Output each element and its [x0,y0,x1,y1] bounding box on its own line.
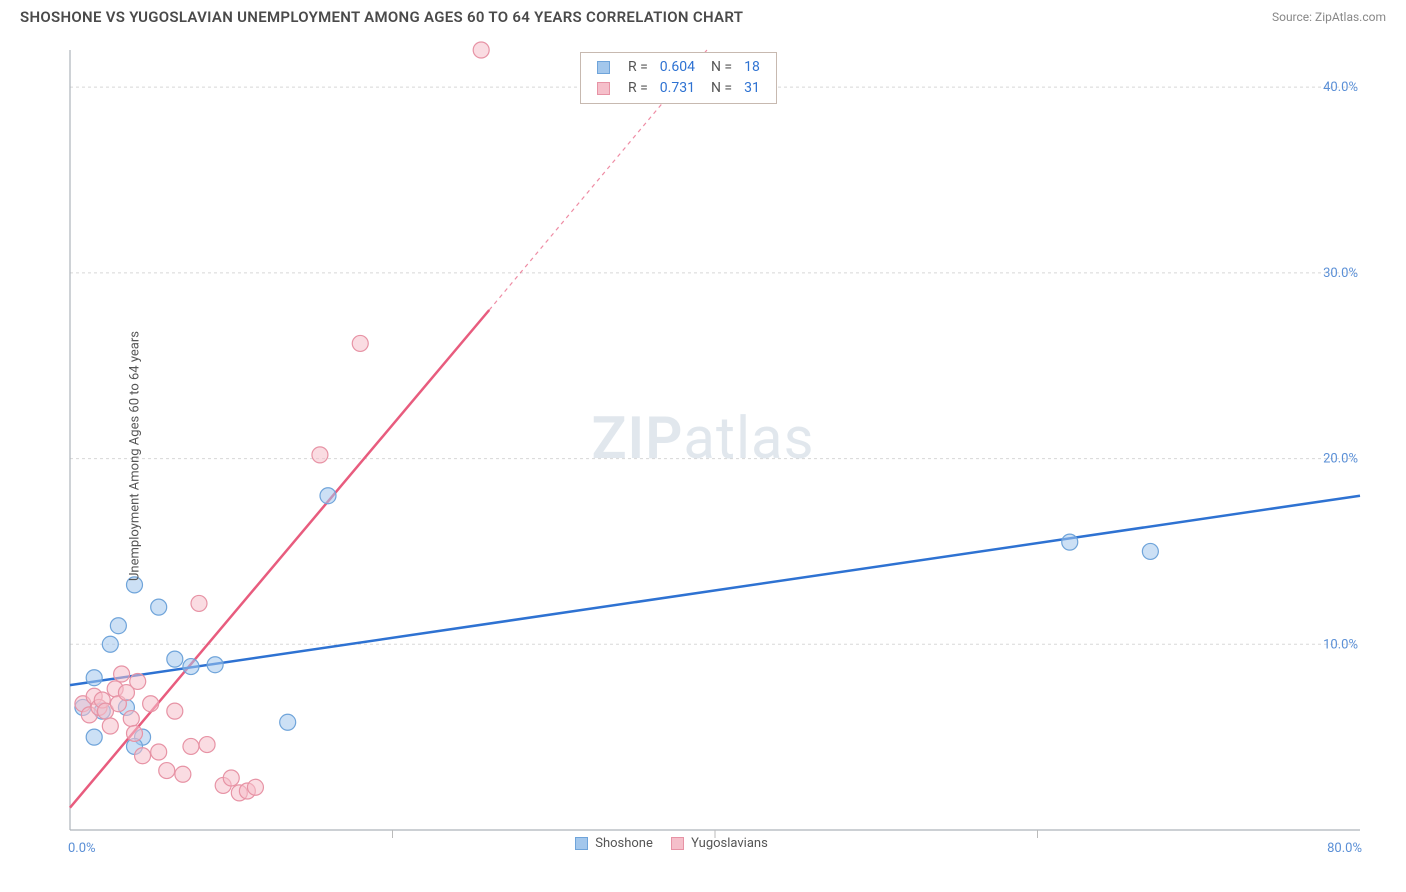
svg-text:10.0%: 10.0% [1323,637,1358,652]
series-legend: Shoshone Yugoslavians [575,836,786,851]
svg-text:40.0%: 40.0% [1323,80,1358,95]
correlation-legend: R =0.604 N =18 R =0.731 N =31 [580,52,777,104]
y-axis-label: Unemployment Among Ages 60 to 64 years [127,331,142,581]
svg-text:80.0%: 80.0% [1327,841,1362,856]
chart-title: SHOSHONE VS YUGOSLAVIAN UNEMPLOYMENT AMO… [20,8,743,26]
svg-text:0.0%: 0.0% [68,841,96,856]
chart-area: Unemployment Among Ages 60 to 64 years Z… [20,40,1386,872]
source-attribution: Source: ZipAtlas.com [1272,10,1386,24]
svg-text:20.0%: 20.0% [1323,452,1358,467]
scatter-chart: 10.0% 20.0% 30.0% 40.0% 0.0% 80.0% R =0.604 N… [20,40,1386,872]
svg-text:30.0%: 30.0% [1323,266,1358,281]
source-name: ZipAtlas.com [1315,10,1386,24]
source-label: Source: [1272,10,1312,24]
chart-header: SHOSHONE VS YUGOSLAVIAN UNEMPLOYMENT AMO… [0,0,1406,30]
